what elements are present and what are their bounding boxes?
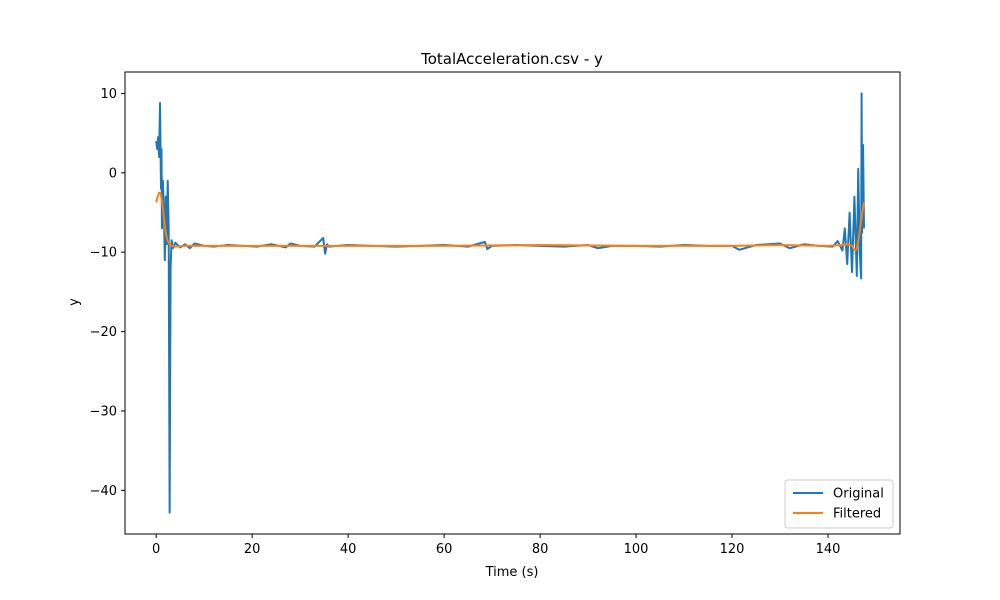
y-tick-label: −20 xyxy=(90,325,117,340)
x-tick-label: 80 xyxy=(532,542,549,557)
chart-title: TotalAcceleration.csv - y xyxy=(420,50,603,68)
x-axis-label: Time (s) xyxy=(485,565,539,580)
x-tick-label: 20 xyxy=(244,542,261,557)
y-tick-label: 10 xyxy=(100,87,117,102)
legend: Original Filtered xyxy=(784,479,894,529)
y-axis-label: y xyxy=(67,298,82,306)
plot-area xyxy=(155,92,866,514)
plot-frame xyxy=(124,71,901,535)
y-tick-label: −40 xyxy=(90,484,117,499)
y-tick-label: 0 xyxy=(109,166,117,181)
y-tick-label: −30 xyxy=(90,404,117,419)
legend-label-filtered: Filtered xyxy=(833,507,881,522)
y-tick-label: −10 xyxy=(90,246,117,261)
x-tick-label: 0 xyxy=(152,542,160,557)
x-tick-label: 120 xyxy=(720,542,745,557)
legend-label-original: Original xyxy=(833,487,884,502)
x-tick-label: 100 xyxy=(624,542,649,557)
x-tick-label: 40 xyxy=(340,542,357,557)
x-tick-label: 60 xyxy=(436,542,453,557)
series-line-filtered xyxy=(155,191,865,252)
x-tick-label: 140 xyxy=(816,542,841,557)
series-line-original xyxy=(155,92,866,514)
